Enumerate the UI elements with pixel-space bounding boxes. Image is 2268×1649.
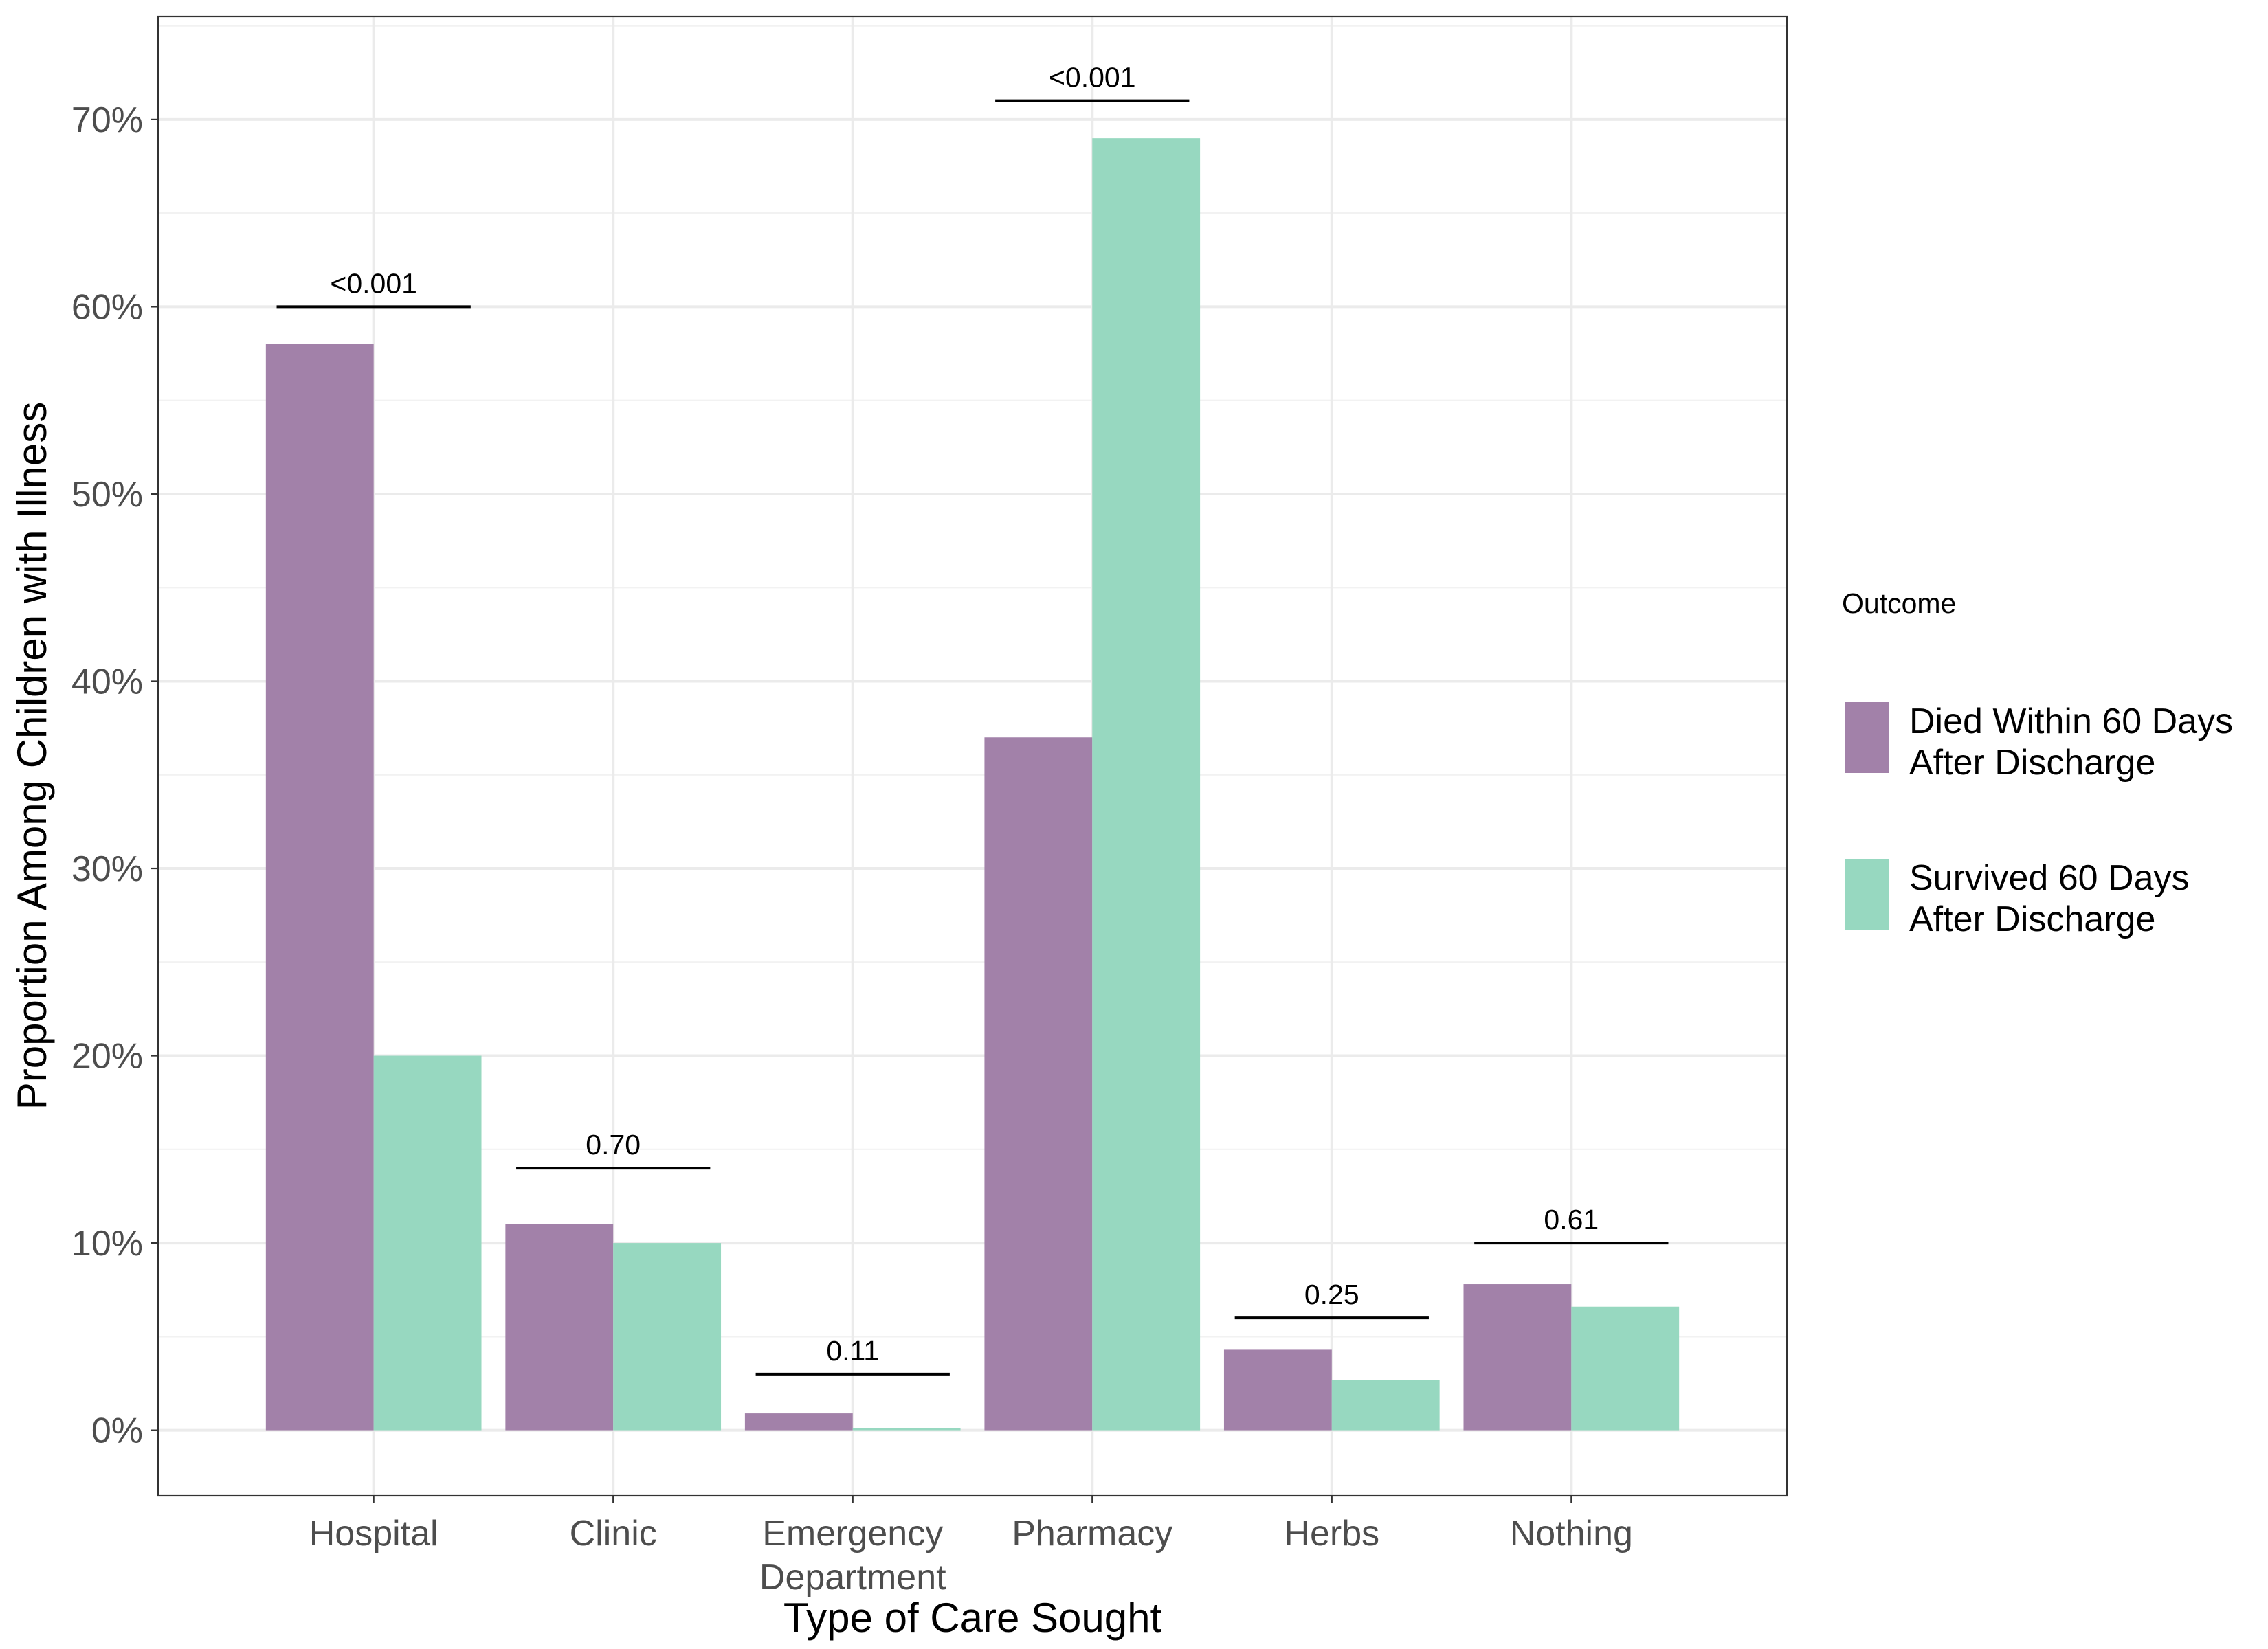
y-tick-label: 30% bbox=[71, 849, 143, 889]
x-tick-label-line: Clinic bbox=[570, 1514, 657, 1553]
legend-label-line: After Discharge bbox=[1909, 743, 2155, 783]
legend-label-survived: Survived 60 Days After Discharge bbox=[1909, 858, 2190, 939]
bar-died-herbs bbox=[1223, 1349, 1332, 1431]
y-tick-label: 40% bbox=[71, 662, 143, 702]
y-tick-label: 0% bbox=[91, 1411, 143, 1451]
y-tick-label: 20% bbox=[71, 1037, 143, 1077]
y-axis-title: Proportion Among Children with Illness bbox=[9, 402, 55, 1110]
bar-died-nothing bbox=[1463, 1284, 1572, 1431]
y-tick-label: 60% bbox=[71, 287, 143, 327]
x-tick-label: Nothing bbox=[1510, 1514, 1633, 1553]
legend-title: Outcome bbox=[1842, 587, 1956, 619]
bar-died-pharmacy bbox=[984, 737, 1093, 1431]
bar-layer bbox=[265, 138, 1680, 1431]
x-tick-label-line: Herbs bbox=[1284, 1514, 1379, 1553]
bar-died-hospital bbox=[265, 344, 374, 1431]
annotation-layer: <0.001 0.70 0.11 <0.001 0.25 0.61 bbox=[276, 62, 1669, 1376]
panel-border bbox=[157, 15, 1788, 1497]
x-tick-label: Clinic bbox=[570, 1514, 657, 1553]
x-tick-label: Emergency Department bbox=[759, 1514, 946, 1597]
y-tick-label: 10% bbox=[71, 1224, 143, 1264]
p-value-label: <0.001 bbox=[1049, 62, 1136, 93]
x-tick-label-line: Pharmacy bbox=[1012, 1514, 1172, 1553]
x-tick-label-line: Emergency bbox=[762, 1514, 943, 1553]
bar-died-emergency-department bbox=[744, 1413, 853, 1431]
legend-label-line: Died Within 60 Days bbox=[1909, 702, 2233, 741]
x-tick-label: Herbs bbox=[1284, 1514, 1379, 1553]
legend-label-died: Died Within 60 Days After Discharge bbox=[1909, 702, 2233, 783]
bar-survived-clinic bbox=[613, 1243, 722, 1431]
bar-survived-hospital bbox=[373, 1055, 482, 1431]
p-value-label: 0.61 bbox=[1544, 1204, 1599, 1235]
bar-survived-pharmacy bbox=[1092, 138, 1201, 1431]
legend-label-line: After Discharge bbox=[1909, 899, 2155, 939]
y-tick-label: 70% bbox=[71, 100, 143, 140]
x-tick-label: Hospital bbox=[309, 1514, 438, 1553]
p-value-label: 0.70 bbox=[586, 1129, 641, 1160]
p-value-label: 0.25 bbox=[1304, 1279, 1359, 1310]
p-value-label: <0.001 bbox=[330, 267, 417, 299]
legend-label-line: Survived 60 Days bbox=[1909, 858, 2190, 898]
x-tick-label-line: Department bbox=[759, 1558, 946, 1597]
legend-key-survived bbox=[1845, 859, 1889, 930]
bar-survived-herbs bbox=[1331, 1380, 1440, 1431]
bar-died-clinic bbox=[505, 1224, 614, 1431]
p-value-label: 0.11 bbox=[826, 1335, 879, 1367]
x-tick-label: Pharmacy bbox=[1012, 1514, 1172, 1553]
y-tick-label: 50% bbox=[71, 475, 143, 515]
bar-survived-nothing bbox=[1571, 1306, 1680, 1431]
x-axis-title: Type of Care Sought bbox=[783, 1595, 1162, 1641]
axis-layer: 0% 10% 20% 30% 40% 50% 60% 70% Hospital Clinic Eme… bbox=[71, 100, 1633, 1597]
x-tick-label-line: Hospital bbox=[309, 1514, 438, 1553]
x-tick-label-line: Nothing bbox=[1510, 1514, 1633, 1553]
legend-key-died bbox=[1845, 702, 1889, 773]
bar-survived-emergency-department bbox=[852, 1428, 961, 1431]
